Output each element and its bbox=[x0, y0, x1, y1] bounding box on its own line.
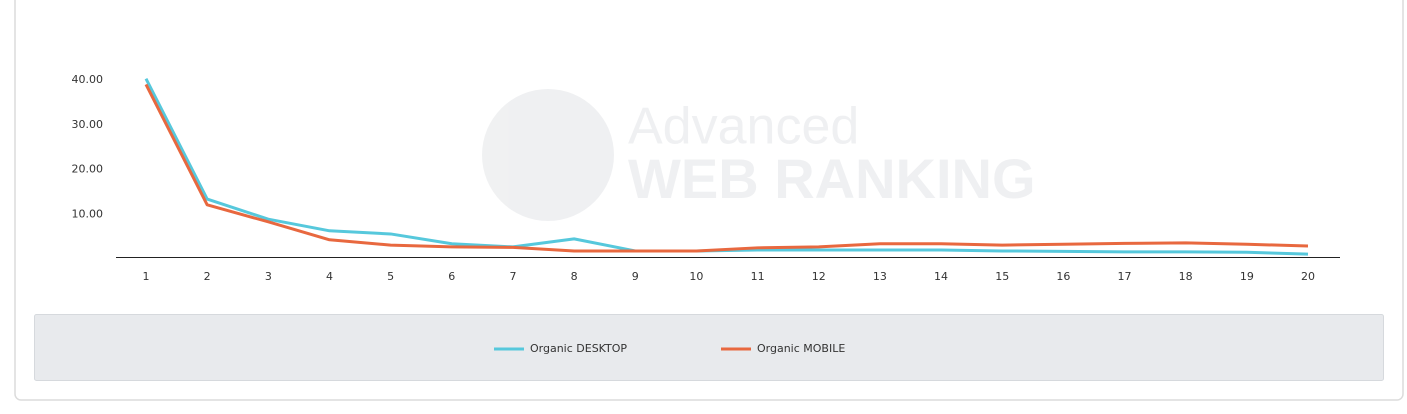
x-tick-label: 17 bbox=[1118, 270, 1132, 283]
legend-label: Organic DESKTOP bbox=[530, 342, 627, 355]
x-tick-label: 7 bbox=[509, 270, 516, 283]
x-tick-label: 15 bbox=[995, 270, 1009, 283]
x-tick-label: 14 bbox=[934, 270, 948, 283]
x-tick-label: 13 bbox=[873, 270, 887, 283]
x-tick-label: 20 bbox=[1301, 270, 1315, 283]
legend-label: Organic MOBILE bbox=[757, 342, 845, 355]
watermark: WEB RANKING bbox=[628, 147, 1036, 210]
card bbox=[14, 0, 1404, 401]
y-tick-label: 30.00 bbox=[72, 118, 104, 131]
x-tick-label: 6 bbox=[448, 270, 455, 283]
x-tick-label: 10 bbox=[689, 270, 703, 283]
x-tick-label: 9 bbox=[632, 270, 639, 283]
x-tick-label: 18 bbox=[1179, 270, 1193, 283]
y-tick-label: 20.00 bbox=[72, 163, 104, 176]
y-tick-label: 40.00 bbox=[72, 73, 104, 86]
x-tick-label: 11 bbox=[751, 270, 765, 283]
x-tick-label: 16 bbox=[1056, 270, 1070, 283]
x-tick-label: 5 bbox=[387, 270, 394, 283]
watermark-logo: Advanced WEB RANKING bbox=[482, 89, 1036, 221]
x-tick-label: 3 bbox=[265, 270, 272, 283]
y-tick-label: 10.00 bbox=[72, 207, 104, 220]
x-tick-label: 12 bbox=[812, 270, 826, 283]
line-series bbox=[144, 83, 1309, 253]
x-tick-label: 4 bbox=[326, 270, 333, 283]
watermark: Advanced bbox=[628, 98, 859, 156]
legend bbox=[34, 314, 1384, 381]
x-tick-label: 8 bbox=[571, 270, 578, 283]
x-tick-label: 19 bbox=[1240, 270, 1254, 283]
x-tick-label: 2 bbox=[204, 270, 211, 283]
x-tick-label: 1 bbox=[143, 270, 150, 283]
